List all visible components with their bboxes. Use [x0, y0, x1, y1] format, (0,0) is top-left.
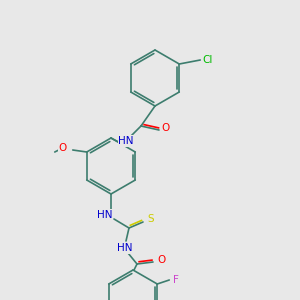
Text: HN: HN	[117, 243, 133, 253]
Text: O: O	[58, 143, 67, 153]
Text: HN: HN	[97, 210, 113, 220]
Text: Cl: Cl	[202, 55, 212, 65]
Text: S: S	[148, 214, 154, 224]
Text: O: O	[162, 123, 170, 133]
Text: F: F	[173, 275, 179, 285]
Text: O: O	[157, 255, 165, 265]
Text: HN: HN	[118, 136, 134, 146]
